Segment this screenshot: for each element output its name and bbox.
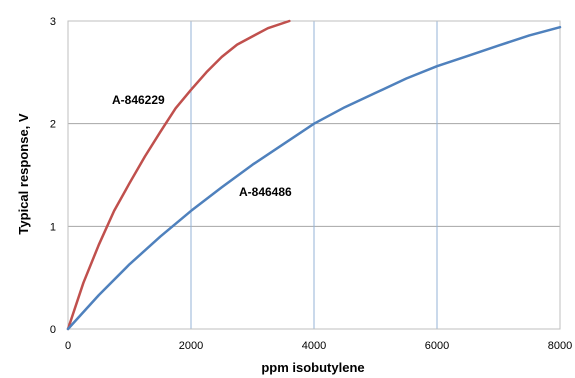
x-tick-label: 6000 — [425, 340, 449, 352]
x-tick-label: 0 — [65, 340, 71, 352]
tick-labels: 0 1 2 3 0 2000 4000 6000 8000 — [50, 16, 572, 352]
x-tick-label: 8000 — [548, 340, 572, 352]
y-tick-label: 1 — [50, 221, 56, 233]
y-tick-label: 3 — [50, 16, 56, 28]
y-tick-label: 0 — [50, 324, 56, 336]
y-axis-title: Typical response, V — [16, 113, 31, 234]
series-line-a-846229 — [66, 19, 291, 331]
x-tick-label: 2000 — [179, 340, 203, 352]
series-label-a-846229: A-846229 — [112, 93, 165, 107]
gridlines — [68, 20, 561, 329]
x-tick-label: 4000 — [302, 340, 326, 352]
x-axis-title: ppm isobutylene — [261, 360, 364, 375]
series-line-a-846486 — [66, 25, 562, 331]
series-label-a-846486: A-846486 — [239, 185, 292, 199]
series-lines — [66, 19, 562, 331]
plot-area-frame — [67, 20, 561, 330]
y-tick-label: 2 — [50, 119, 56, 131]
